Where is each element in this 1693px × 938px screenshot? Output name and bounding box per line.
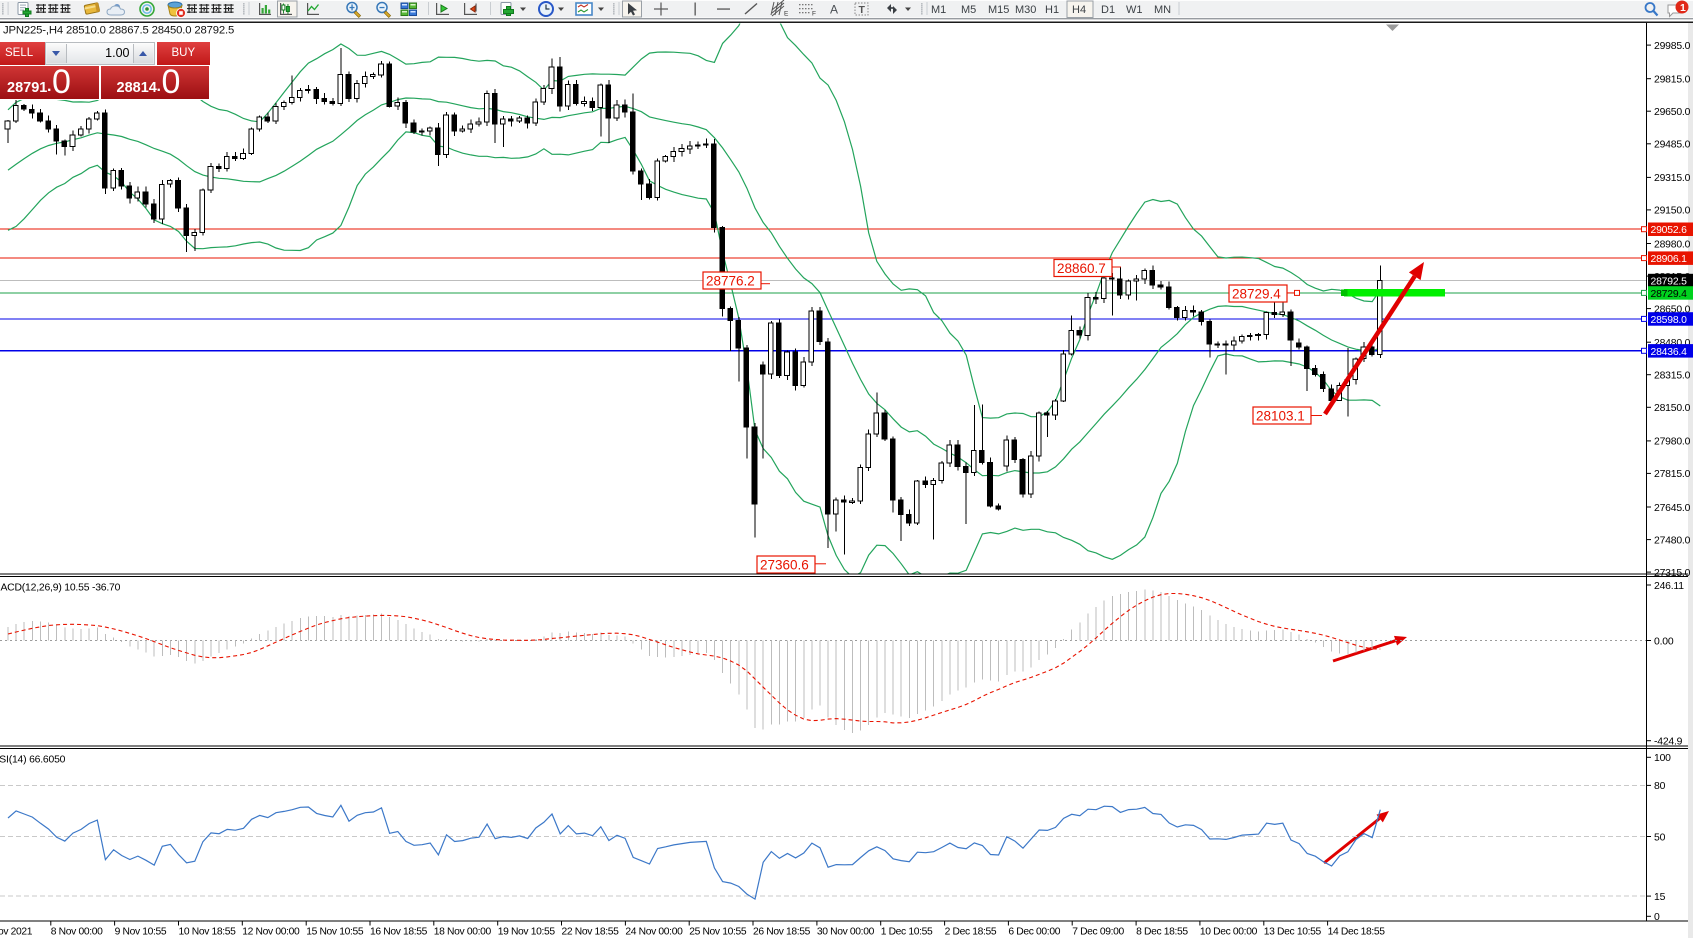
- svg-text:28103.1: 28103.1: [1256, 409, 1305, 424]
- svg-text:M30: M30: [1015, 4, 1036, 16]
- svg-text:M5: M5: [961, 4, 976, 16]
- svg-text:16 Nov 18:55: 16 Nov 18:55: [370, 927, 428, 938]
- svg-text:M15: M15: [988, 4, 1009, 16]
- svg-text:25 Nov 10:55: 25 Nov 10:55: [689, 927, 747, 938]
- svg-text:29150.0: 29150.0: [1654, 206, 1691, 217]
- svg-text:28315.0: 28315.0: [1654, 371, 1691, 382]
- svg-text:29485.0: 29485.0: [1654, 140, 1691, 151]
- svg-text:10 Nov 18:55: 10 Nov 18:55: [179, 927, 237, 938]
- svg-text:29985.0: 29985.0: [1654, 41, 1691, 52]
- svg-text:28729.4: 28729.4: [1232, 287, 1281, 302]
- svg-text:29815.0: 29815.0: [1654, 75, 1691, 86]
- svg-text:10 Dec 00:00: 10 Dec 00:00: [1200, 927, 1258, 938]
- svg-text:MN: MN: [1154, 4, 1171, 16]
- svg-text:M1: M1: [931, 4, 946, 16]
- svg-text:5 Nov 2021: 5 Nov 2021: [0, 927, 33, 938]
- svg-text:28480.0: 28480.0: [1654, 338, 1691, 349]
- svg-text:14 Dec 18:55: 14 Dec 18:55: [1328, 927, 1386, 938]
- svg-text:9 Nov 10:55: 9 Nov 10:55: [115, 927, 167, 938]
- svg-text:12 Nov 00:00: 12 Nov 00:00: [242, 927, 300, 938]
- svg-text:13 Dec 10:55: 13 Dec 10:55: [1264, 927, 1322, 938]
- svg-text:15: 15: [1654, 892, 1666, 903]
- svg-text:-424.9: -424.9: [1654, 737, 1683, 748]
- svg-text:D1: D1: [1101, 4, 1115, 16]
- svg-text:29315.0: 29315.0: [1654, 173, 1691, 184]
- svg-text:A: A: [830, 3, 838, 17]
- svg-text:22 Nov 18:55: 22 Nov 18:55: [562, 927, 620, 938]
- svg-text:1: 1: [1680, 2, 1686, 14]
- svg-text:28906.1: 28906.1: [1651, 254, 1688, 265]
- svg-text:W1: W1: [1126, 4, 1143, 16]
- svg-text:T: T: [859, 4, 866, 16]
- svg-text:30 Nov 00:00: 30 Nov 00:00: [817, 927, 875, 938]
- svg-text:100: 100: [1654, 753, 1671, 764]
- svg-text:28150.0: 28150.0: [1654, 403, 1691, 414]
- svg-text:F: F: [812, 11, 816, 18]
- svg-text:27480.0: 27480.0: [1654, 535, 1691, 546]
- svg-text:0.00: 0.00: [1654, 636, 1674, 647]
- svg-text:80: 80: [1654, 781, 1666, 792]
- svg-text:0: 0: [1654, 912, 1660, 923]
- svg-text:246.11: 246.11: [1654, 581, 1684, 592]
- svg-text:2 Dec 18:55: 2 Dec 18:55: [945, 927, 997, 938]
- svg-text:6 Dec 00:00: 6 Dec 00:00: [1008, 927, 1060, 938]
- svg-text:27645.0: 27645.0: [1654, 503, 1691, 514]
- svg-text:18 Nov 00:00: 18 Nov 00:00: [434, 927, 492, 938]
- svg-text:8 Dec 18:55: 8 Dec 18:55: [1136, 927, 1188, 938]
- svg-text:E: E: [784, 11, 789, 18]
- svg-text:29052.6: 29052.6: [1651, 225, 1688, 236]
- svg-text:1 Dec 10:55: 1 Dec 10:55: [881, 927, 933, 938]
- svg-text:28729.4: 28729.4: [1651, 289, 1688, 300]
- svg-text:7 Dec 09:00: 7 Dec 09:00: [1072, 927, 1124, 938]
- svg-text:H4: H4: [1072, 4, 1086, 16]
- svg-text:28792.5: 28792.5: [1651, 277, 1688, 288]
- svg-text:28598.0: 28598.0: [1651, 315, 1688, 326]
- svg-text:27360.6: 27360.6: [760, 558, 809, 573]
- svg-text:H1: H1: [1045, 4, 1059, 16]
- svg-text:28776.2: 28776.2: [706, 274, 755, 289]
- svg-text:15 Nov 10:55: 15 Nov 10:55: [306, 927, 364, 938]
- svg-text:28650.0: 28650.0: [1654, 304, 1691, 315]
- svg-text:RSI(14) 66.6050: RSI(14) 66.6050: [0, 755, 66, 766]
- svg-text:26 Nov 18:55: 26 Nov 18:55: [753, 927, 811, 938]
- svg-text:19 Nov 10:55: 19 Nov 10:55: [498, 927, 556, 938]
- svg-text:24 Nov 00:00: 24 Nov 00:00: [625, 927, 683, 938]
- svg-text:JPN225-,H4 28510.0 28867.5 28: JPN225-,H4 28510.0 28867.5 28450.0 28792…: [3, 25, 234, 37]
- svg-text:8 Nov 00:00: 8 Nov 00:00: [51, 927, 103, 938]
- svg-text:29650.0: 29650.0: [1654, 107, 1691, 118]
- svg-text:MACD(12,26,9) 10.55 -36.70: MACD(12,26,9) 10.55 -36.70: [0, 583, 121, 594]
- svg-text:28436.4: 28436.4: [1651, 347, 1688, 358]
- svg-text:28980.0: 28980.0: [1654, 239, 1691, 250]
- svg-text:28860.7: 28860.7: [1057, 261, 1106, 276]
- svg-text:27315.0: 27315.0: [1654, 568, 1691, 579]
- svg-text:27980.0: 27980.0: [1654, 437, 1691, 448]
- svg-text:50: 50: [1654, 832, 1666, 843]
- svg-text:27815.0: 27815.0: [1654, 469, 1691, 480]
